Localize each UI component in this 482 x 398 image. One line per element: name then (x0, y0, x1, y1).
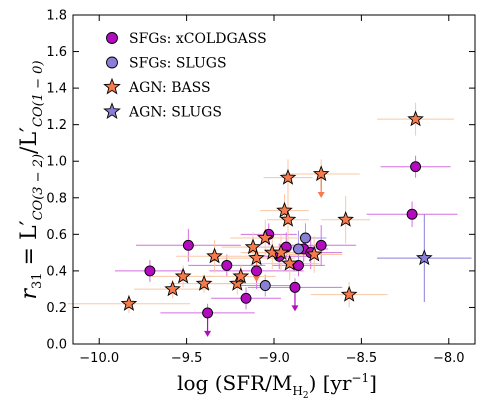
legend-label: AGN: BASS (128, 80, 211, 96)
legend-circle-marker (106, 32, 118, 44)
y-tick-label: 1.6 (46, 45, 67, 60)
legend-entry: AGN: BASS (103, 77, 211, 96)
legend-entry: SFGs: xCOLDGASS (106, 31, 267, 47)
y-tick-label: 0.8 (46, 191, 67, 206)
data-point (240, 292, 252, 304)
data-point (206, 247, 223, 264)
legend-label: AGN: SLUGS (128, 105, 222, 121)
data-point (195, 274, 213, 291)
data-point (164, 280, 181, 297)
y-tick-label: 0.4 (46, 264, 67, 279)
legend-entry: SFGs: SLUGS (106, 56, 227, 72)
data-point (289, 281, 301, 293)
upper-limit-arrow (204, 330, 212, 337)
data-point (315, 239, 327, 251)
x-tick-label: −9.5 (171, 351, 203, 366)
legend-label: SFGs: xCOLDGASS (129, 31, 267, 47)
data-point (256, 229, 274, 246)
legend-star-marker (103, 102, 121, 119)
y-tick-label: 1.0 (46, 155, 67, 170)
y-tick-label: 1.2 (46, 118, 67, 133)
data-point (415, 249, 433, 266)
data-point (305, 245, 323, 262)
data-points (120, 110, 433, 319)
data-point (202, 307, 214, 319)
y-axis-label: r31 = L′CO(3 − 2)/L′CO(1 − 0) (17, 60, 46, 299)
data-point (244, 238, 262, 255)
x-tick-label: −8.0 (433, 351, 465, 366)
x-tick-label: −9.0 (258, 351, 290, 366)
data-point (272, 243, 290, 260)
axis-ticks: −10.0 −9.5 −9.0 −8.5 −8.0 0.0 0.2 0.4 0.6 0.8 1.0 1… (46, 9, 475, 366)
error-bar (282, 159, 360, 199)
data-point (406, 208, 418, 220)
data-point (221, 259, 233, 271)
y-tick-label: 1.8 (46, 9, 67, 24)
data-point (279, 210, 297, 227)
data-point (293, 259, 304, 271)
data-point (144, 265, 156, 277)
data-point (276, 201, 293, 218)
legend: SFGs: xCOLDGASS SFGs: SLUGS AGN: BASS AGN: … (103, 31, 267, 121)
data-point (300, 232, 311, 244)
upper-limit-arrow (291, 305, 299, 312)
data-point (232, 267, 250, 284)
data-point (337, 210, 354, 227)
x-tick-label: −8.5 (346, 351, 378, 366)
data-point (259, 280, 271, 291)
data-point (251, 265, 262, 277)
y-tick-label: 0.6 (46, 228, 67, 243)
data-point (407, 110, 424, 127)
data-point (120, 295, 138, 311)
data-point (279, 168, 297, 185)
upper-limit-arrow (317, 192, 325, 199)
y-tick-label: 1.4 (46, 82, 67, 97)
data-point (312, 165, 330, 182)
data-point (293, 243, 304, 255)
data-point (182, 239, 194, 251)
data-point (248, 249, 265, 266)
upper-limit-arrow (253, 276, 261, 283)
legend-entry: AGN: SLUGS (103, 102, 222, 121)
x-tick-label: −10.0 (79, 351, 119, 366)
data-point (340, 285, 358, 302)
legend-label: SFGs: SLUGS (129, 56, 227, 72)
data-point (174, 267, 192, 284)
legend-star-marker (103, 77, 121, 95)
data-point (281, 254, 299, 271)
legend-circle-marker (106, 56, 118, 69)
x-axis-label: log (SFR/MH2) [yr−1] (177, 371, 377, 398)
y-tick-label: 0.2 (46, 301, 67, 316)
data-point (410, 161, 422, 173)
y-tick-label: 0.0 (46, 338, 67, 353)
